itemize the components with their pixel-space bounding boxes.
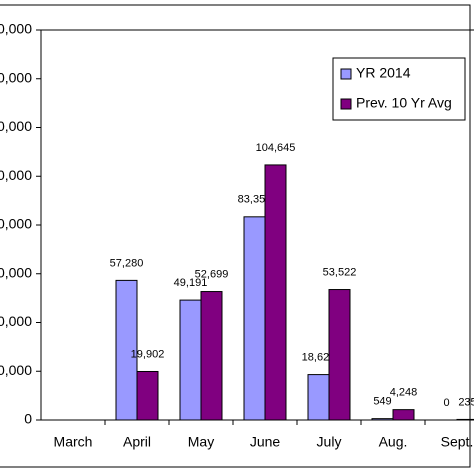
bar xyxy=(392,409,415,421)
value-label: 104,645 xyxy=(256,142,296,154)
bar xyxy=(200,291,223,421)
y-tick-label: 120,000 xyxy=(0,118,32,134)
y-tick-label: 140,000 xyxy=(0,69,32,85)
y-tick-label: 160,000 xyxy=(0,21,32,37)
y-tick-label: 20,000 xyxy=(0,362,32,378)
x-tick-label: May xyxy=(188,434,214,450)
value-label: 549 xyxy=(373,396,391,408)
x-tick-label: July xyxy=(317,434,342,450)
bar xyxy=(179,299,202,421)
bar xyxy=(456,418,474,421)
value-label: 49,191 xyxy=(174,277,208,289)
legend-swatch xyxy=(340,98,352,110)
y-tick-label: 80,000 xyxy=(0,216,32,232)
bar xyxy=(115,279,138,421)
legend-box xyxy=(332,57,466,121)
value-label: 83,356 xyxy=(238,194,272,206)
x-tick-label: Aug. xyxy=(379,434,408,450)
bar xyxy=(371,418,394,421)
value-label: 52,699 xyxy=(195,268,229,280)
bar xyxy=(307,374,330,421)
value-label: 18,629 xyxy=(302,351,336,363)
x-tick-label: June xyxy=(250,434,281,450)
y-tick-label: 0 xyxy=(24,411,32,427)
x-tick-label: March xyxy=(54,434,93,450)
y-tick-label: 40,000 xyxy=(0,313,32,329)
legend-swatch xyxy=(340,68,352,80)
value-label: 4,248 xyxy=(390,387,418,399)
bar xyxy=(243,216,266,421)
y-tick-label: 60,000 xyxy=(0,264,32,280)
value-label: 57,280 xyxy=(110,257,144,269)
x-tick-label: April xyxy=(123,434,151,450)
value-label: 0 xyxy=(443,397,449,409)
legend-label: YR 2014 xyxy=(356,65,411,81)
value-label: 53,522 xyxy=(323,266,357,278)
value-label: 235 xyxy=(458,396,474,408)
x-tick-label: Sept. xyxy=(441,434,474,450)
y-tick-label: 100,000 xyxy=(0,167,32,183)
bar xyxy=(136,370,159,421)
bar xyxy=(264,164,287,421)
legend-label: Prev. 10 Yr Avg xyxy=(356,95,452,111)
bar xyxy=(328,289,351,421)
value-label: 19,902 xyxy=(131,348,165,360)
